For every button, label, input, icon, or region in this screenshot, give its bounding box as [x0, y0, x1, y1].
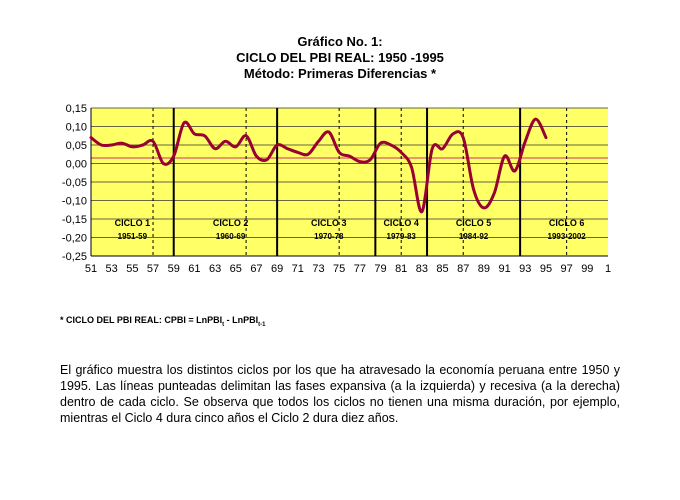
cycle-label-1: CICLO 1 [115, 218, 151, 228]
x-tick-label-13: 77 [354, 263, 366, 275]
chart-title-line-2: CICLO DEL PBI REAL: 1950 -1995 [236, 50, 444, 65]
x-tick-label-6: 63 [209, 263, 221, 275]
chart-title-line-1: Gráfico No. 1: [297, 34, 383, 49]
x-tick-label-25: 1 [605, 263, 611, 275]
x-tick-label-3: 57 [147, 263, 159, 275]
x-tick-label-18: 87 [457, 263, 469, 275]
footnote-sub-2: t-1 [258, 321, 266, 328]
x-tick-label-7: 65 [230, 263, 242, 275]
y-tick-label-2: 0,05 [66, 140, 87, 152]
y-tick-label-1: 0,10 [66, 122, 87, 134]
cycle-years-1: 1951-59 [118, 232, 148, 241]
y-tick-label-5: -0,10 [62, 196, 87, 208]
cycle-years-5: 1984-92 [459, 232, 489, 241]
footnote: * CICLO DEL PBI REAL: CPBI = LnPBIt - Ln… [60, 315, 265, 328]
cycle-years-4: 1979-83 [387, 232, 417, 241]
chart: 0,15 0,10 0,05 0,00 -0,05 -0,10 -0,15 -0,20 -0,2… [62, 103, 611, 275]
chart-title-line-3: Método: Primeras Diferencias * [243, 66, 437, 81]
cycle-years-6: 1993-2002 [548, 232, 587, 241]
x-tick-label-8: 67 [250, 263, 262, 275]
x-tick-label-5: 61 [188, 263, 200, 275]
x-tick-label-4: 59 [168, 263, 180, 275]
footnote-middle: - LnPBI [224, 315, 259, 325]
x-tick-label-21: 93 [519, 263, 531, 275]
cycle-label-6: CICLO 6 [549, 218, 585, 228]
x-tick-label-23: 97 [561, 263, 573, 275]
y-tick-label-4: -0,05 [62, 177, 87, 189]
description-paragraph: El gráfico muestra los distintos ciclos … [60, 363, 620, 425]
cycle-label-4: CICLO 4 [383, 218, 419, 228]
x-tick-label-14: 79 [374, 263, 386, 275]
cycle-years-3: 1970-78 [314, 232, 344, 241]
x-tick-label-19: 89 [478, 263, 490, 275]
x-tick-label-2: 55 [126, 263, 138, 275]
y-tick-label-0: 0,15 [66, 103, 87, 115]
x-tick-label-17: 85 [436, 263, 448, 275]
y-tick-label-7: -0,20 [62, 233, 87, 245]
x-tick-label-1: 53 [106, 263, 118, 275]
y-tick-label-6: -0,15 [62, 214, 87, 226]
cycle-label-3: CICLO 3 [311, 218, 347, 228]
x-tick-label-15: 81 [395, 263, 407, 275]
x-tick-label-22: 95 [540, 263, 552, 275]
footnote-prefix: * CICLO DEL PBI REAL: CPBI = LnPBI [60, 315, 223, 325]
cycle-years-2: 1960-69 [216, 232, 246, 241]
x-tick-label-24: 99 [581, 263, 593, 275]
x-tick-label-11: 73 [312, 263, 324, 275]
footnote-sub-1: t [222, 321, 225, 328]
x-tick-label-10: 71 [292, 263, 304, 275]
x-tick-label-20: 91 [498, 263, 510, 275]
series-line [89, 117, 548, 214]
cycle-label-2: CICLO 2 [213, 218, 249, 228]
x-tick-label-0: 51 [85, 263, 97, 275]
cycle-label-5: CICLO 5 [456, 218, 492, 228]
y-tick-label-8: -0,25 [62, 251, 87, 263]
x-tick-label-12: 75 [333, 263, 345, 275]
x-tick-label-9: 69 [271, 263, 283, 275]
x-tick-label-16: 83 [416, 263, 428, 275]
y-tick-label-3: 0,00 [66, 159, 87, 171]
